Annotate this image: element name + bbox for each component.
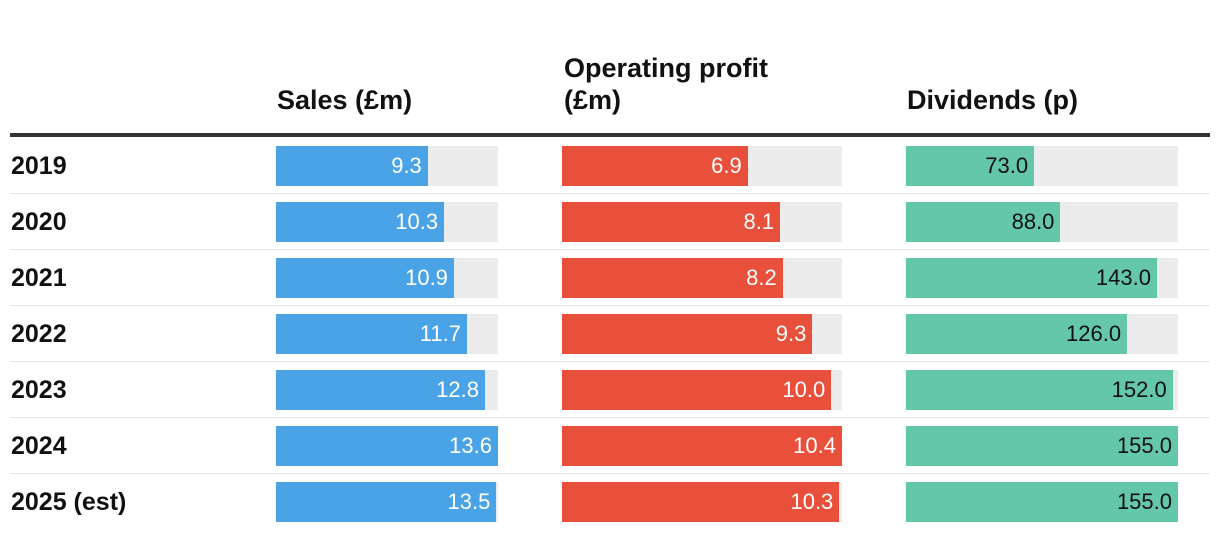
div-track: 88.0	[906, 202, 1178, 242]
div-bar: 73.0	[906, 146, 1035, 186]
div-value-label: 155.0	[1116, 489, 1172, 514]
row-divider	[10, 473, 1210, 474]
sales-bar: 10.9	[276, 258, 454, 298]
op-bar: 9.3	[562, 314, 813, 354]
row-label-2019: 2019	[11, 152, 67, 180]
op-track: 10.4	[562, 426, 842, 466]
op-value-label: 9.3	[775, 321, 807, 346]
op-track: 9.3	[562, 314, 842, 354]
op-track: 6.9	[562, 146, 842, 186]
sales-value-label: 12.8	[436, 377, 479, 402]
row-divider	[10, 361, 1210, 362]
div-bar: 143.0	[906, 258, 1157, 298]
sales-bar: 12.8	[276, 370, 485, 410]
div-bar: 88.0	[906, 202, 1061, 242]
row-divider	[10, 249, 1210, 250]
sales-bar: 11.7	[276, 314, 467, 354]
row-divider	[10, 417, 1210, 418]
op-value-label: 10.3	[790, 489, 834, 514]
div-track: 155.0	[906, 426, 1178, 466]
sales-track: 9.3	[276, 146, 498, 186]
row-label-2021: 2021	[11, 264, 67, 292]
op-bar: 8.1	[562, 202, 781, 242]
sales-bar: 13.5	[276, 482, 497, 522]
div-track: 73.0	[906, 146, 1178, 186]
div-track: 143.0	[906, 258, 1178, 298]
op-track: 8.2	[562, 258, 842, 298]
sales-value-label: 10.9	[405, 265, 448, 290]
div-value-label: 126.0	[1066, 321, 1122, 346]
op-bar: 10.4	[562, 426, 842, 466]
header-sales-text: Sales (£m)	[277, 85, 413, 115]
sales-value-label: 11.7	[419, 321, 461, 346]
sales-bar: 10.3	[276, 202, 445, 242]
div-bar: 152.0	[906, 370, 1173, 410]
div-value-label: 88.0	[1011, 209, 1055, 234]
div-bar: 155.0	[906, 482, 1178, 522]
div-track: 152.0	[906, 370, 1178, 410]
op-value-label: 6.9	[711, 153, 742, 178]
op-value-label: 10.0	[782, 377, 826, 402]
sales-track: 13.6	[276, 426, 498, 466]
sales-value-label: 9.3	[391, 153, 422, 178]
row-divider	[10, 193, 1210, 194]
sales-bar: 13.6	[276, 426, 498, 466]
div-value-label: 143.0	[1095, 265, 1151, 290]
sales-track: 11.7	[276, 314, 498, 354]
sales-track: 12.8	[276, 370, 498, 410]
div-value-label: 155.0	[1116, 433, 1172, 458]
div-track: 126.0	[906, 314, 1178, 354]
sales-value-label: 13.6	[449, 433, 492, 458]
sales-track: 10.9	[276, 258, 498, 298]
sales-value-label: 13.5	[447, 489, 491, 514]
div-bar: 155.0	[906, 426, 1178, 466]
div-track: 155.0	[906, 482, 1178, 522]
op-bar: 10.0	[562, 370, 832, 410]
op-track: 10.0	[562, 370, 842, 410]
op-track: 10.3	[562, 482, 842, 522]
op-bar: 10.3	[562, 482, 840, 522]
row-divider	[10, 305, 1210, 306]
sales-value-label: 10.3	[395, 209, 439, 234]
div-value-label: 73.0	[985, 153, 1029, 178]
row-label-2020: 2020	[11, 208, 67, 236]
op-bar: 8.2	[562, 258, 783, 298]
header-operating-profit-line-1: Operating profit	[564, 53, 768, 83]
op-track: 8.1	[562, 202, 842, 242]
op-value-label: 8.2	[746, 265, 777, 290]
row-label-2023: 2023	[11, 376, 67, 404]
row-label-2025-est-: 2025 (est)	[11, 488, 127, 516]
op-bar: 6.9	[562, 146, 748, 186]
sales-track: 10.3	[276, 202, 498, 242]
header-dividends-text: Dividends (p)	[907, 85, 1079, 115]
header-operating-profit-text: Operating profit (£m)	[564, 52, 864, 116]
sales-bar: 9.3	[276, 146, 428, 186]
div-bar: 126.0	[906, 314, 1128, 354]
div-value-label: 152.0	[1111, 377, 1167, 402]
op-value-label: 8.1	[743, 209, 775, 234]
row-label-2022: 2022	[11, 320, 67, 348]
op-value-label: 10.4	[793, 433, 836, 458]
sales-track: 13.5	[276, 482, 498, 522]
row-label-2024: 2024	[11, 432, 67, 460]
header-operating-profit-line-2: (£m)	[564, 85, 622, 115]
header-rule	[10, 133, 1210, 137]
